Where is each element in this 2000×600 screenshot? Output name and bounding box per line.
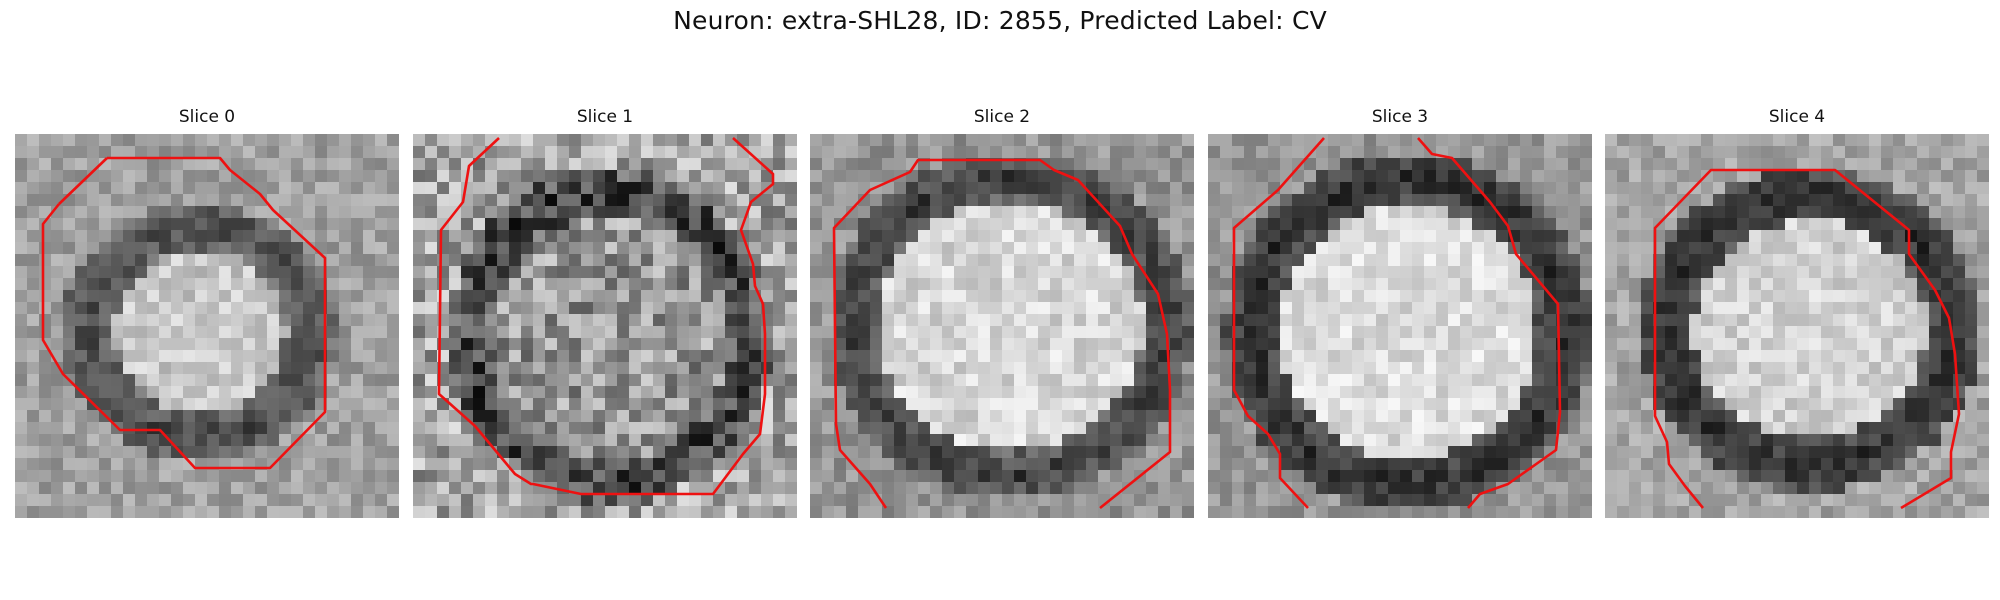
slice-title-3: Slice 3 xyxy=(1371,107,1429,127)
segmentation-contour-line xyxy=(437,137,775,496)
segmentation-contour-line xyxy=(58,157,108,205)
slice-image-3 xyxy=(1208,134,1592,518)
segmentation-contour-line xyxy=(1653,168,1961,510)
slice-image-2 xyxy=(810,134,1194,518)
pixel-grid xyxy=(1605,134,1989,518)
pixel-grid xyxy=(413,134,797,518)
segmentation-contour-line xyxy=(41,156,327,470)
figure-title: Neuron: extra-SHL28, ID: 2855, Predicted… xyxy=(673,6,1327,35)
slice-image-0 xyxy=(15,134,399,518)
pixel-grid xyxy=(810,134,1194,518)
segmentation-contour-line xyxy=(1232,137,1325,509)
pixel-grid xyxy=(1208,134,1592,518)
pixel-grid xyxy=(15,134,399,518)
slice-title-2: Slice 2 xyxy=(973,107,1031,127)
slice-image-4 xyxy=(1605,134,1989,518)
segmentation-contour-line xyxy=(832,158,1172,510)
slice-title-4: Slice 4 xyxy=(1768,107,1826,127)
slice-title-1: Slice 1 xyxy=(576,107,634,127)
segmentation-contour-line xyxy=(1417,137,1562,509)
slice-title-0: Slice 0 xyxy=(178,107,236,127)
slice-image-1 xyxy=(413,134,797,518)
